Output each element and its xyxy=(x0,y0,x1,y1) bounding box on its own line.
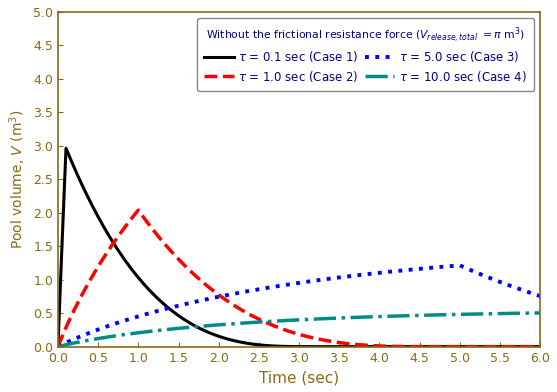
$\tau$ = 5.0 sec (Case 3) xyxy=(100,325,107,330)
$\tau$ = 10.0 sec (Case 4) xyxy=(100,335,107,340)
$\tau$ = 5.0 sec (Case 3) xyxy=(556,299,557,304)
$\tau$ = 10.0 sec (Case 4) xyxy=(555,310,557,315)
$\tau$ = 5.0 sec (Case 3) xyxy=(456,263,463,268)
Line: $\tau$ = 5.0 sec (Case 3): $\tau$ = 5.0 sec (Case 3) xyxy=(58,265,557,347)
Line: $\tau$ = 1.0 sec (Case 2): $\tau$ = 1.0 sec (Case 2) xyxy=(58,210,557,347)
$\tau$ = 0.1 sec (Case 1) xyxy=(119,254,125,259)
$\tau$ = 0.1 sec (Case 1) xyxy=(101,225,108,230)
$\tau$ = 1.0 sec (Case 2) xyxy=(55,344,61,349)
$\tau$ = 1.0 sec (Case 2) xyxy=(144,220,150,225)
$\tau$ = 5.0 sec (Case 3) xyxy=(315,278,322,283)
$\tau$ = 1.0 sec (Case 2) xyxy=(70,309,77,314)
$\tau$ = 5.0 sec (Case 3) xyxy=(119,319,125,324)
$\tau$ = 0.1 sec (Case 1) xyxy=(71,165,77,170)
$\tau$ = 1.0 sec (Case 2) xyxy=(556,344,557,349)
$\tau$ = 10.0 sec (Case 4) xyxy=(143,329,150,334)
$\tau$ = 0.1 sec (Case 1) xyxy=(62,146,69,151)
$\tau$ = 5.0 sec (Case 3) xyxy=(55,344,61,349)
Line: $\tau$ = 10.0 sec (Case 4): $\tau$ = 10.0 sec (Case 4) xyxy=(58,312,557,347)
$\tau$ = 0.1 sec (Case 1) xyxy=(315,344,322,349)
$\tau$ = 1.0 sec (Case 2) xyxy=(119,229,125,234)
$\tau$ = 0.1 sec (Case 1) xyxy=(556,344,557,349)
$\tau$ = 1.0 sec (Case 2) xyxy=(135,208,141,212)
X-axis label: Time (sec): Time (sec) xyxy=(259,370,339,385)
$\tau$ = 1.0 sec (Case 2) xyxy=(100,255,107,260)
$\tau$ = 5.0 sec (Case 3) xyxy=(143,312,150,316)
$\tau$ = 10.0 sec (Case 4) xyxy=(70,341,77,345)
$\tau$ = 10.0 sec (Case 4) xyxy=(55,344,61,349)
Line: $\tau$ = 0.1 sec (Case 1): $\tau$ = 0.1 sec (Case 1) xyxy=(58,148,557,347)
$\tau$ = 10.0 sec (Case 4) xyxy=(119,332,125,337)
Y-axis label: Pool volume, $V$ (m$^3$): Pool volume, $V$ (m$^3$) xyxy=(7,109,27,249)
$\tau$ = 0.1 sec (Case 1) xyxy=(55,344,61,349)
$\tau$ = 10.0 sec (Case 4) xyxy=(315,317,322,321)
$\tau$ = 5.0 sec (Case 3) xyxy=(70,337,77,342)
$\tau$ = 0.1 sec (Case 1) xyxy=(144,285,150,290)
Legend: $\tau$ = 0.1 sec (Case 1), $\tau$ = 1.0 sec (Case 2), $\tau$ = 5.0 sec (Case 3),: $\tau$ = 0.1 sec (Case 1), $\tau$ = 1.0 … xyxy=(197,18,534,91)
$\tau$ = 1.0 sec (Case 2) xyxy=(315,337,322,341)
